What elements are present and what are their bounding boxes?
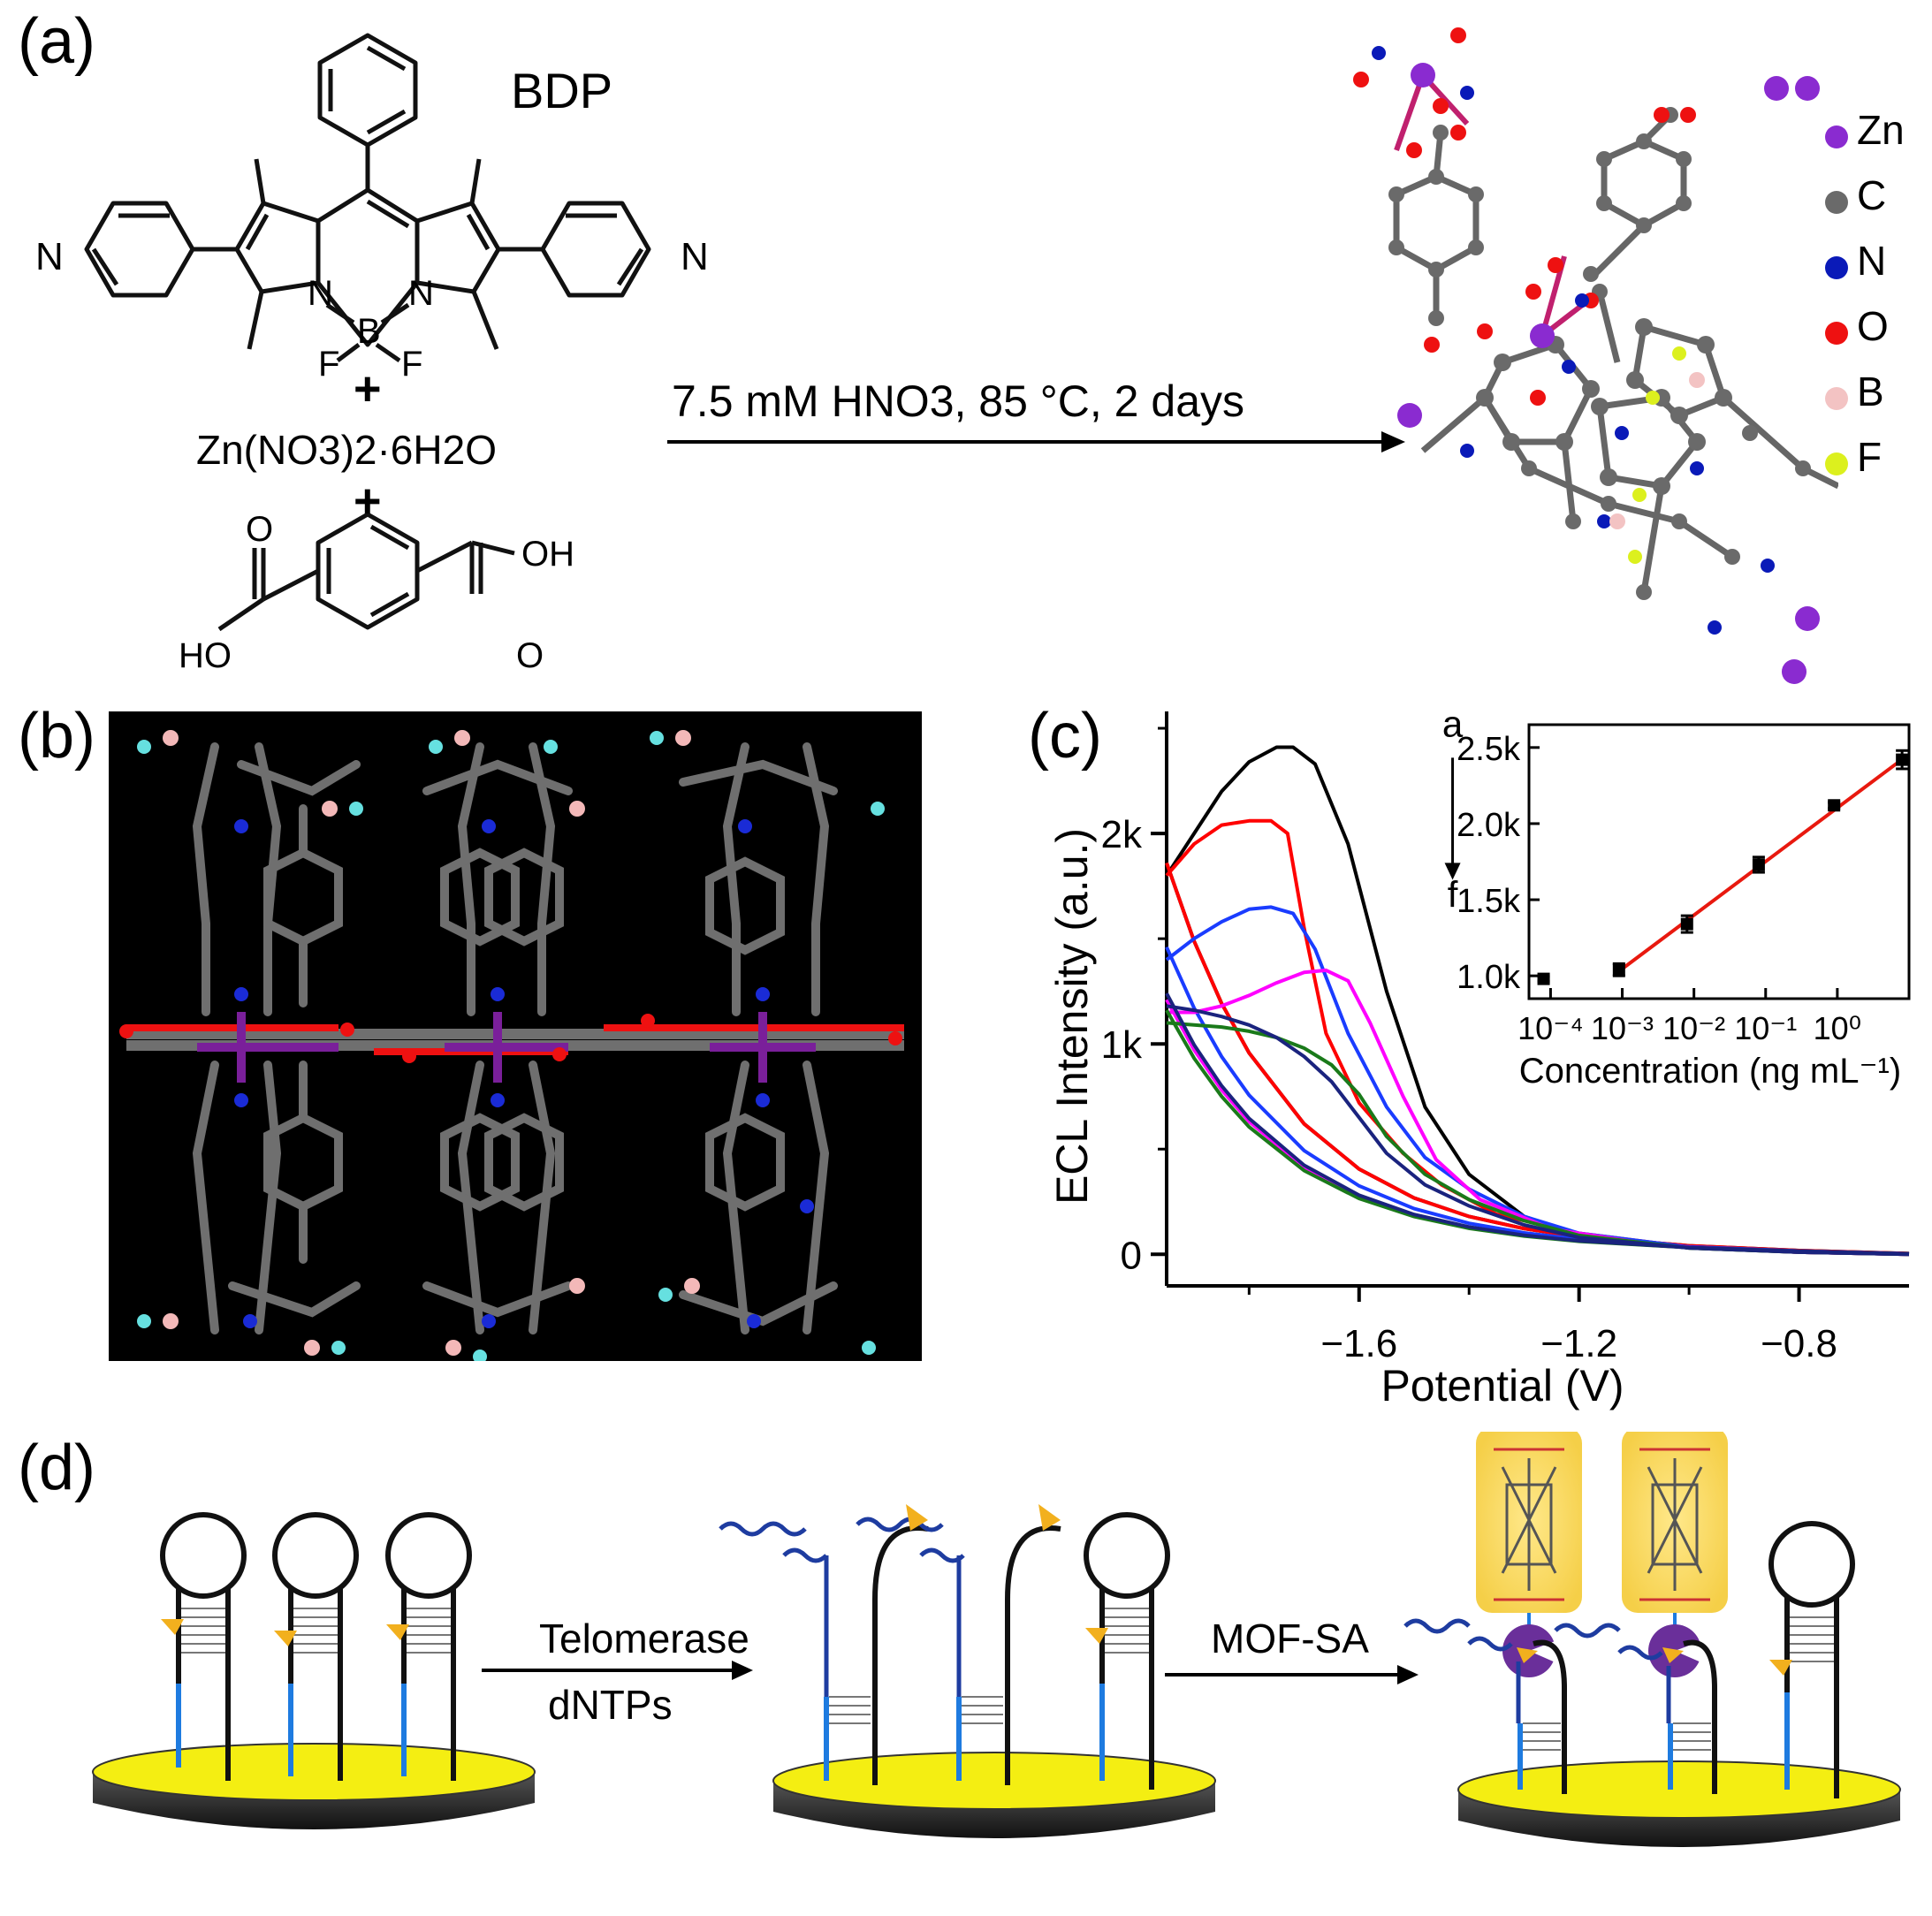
inset-x-tick-label: 10⁻² xyxy=(1662,1010,1725,1046)
atom-n-left: N xyxy=(35,235,64,278)
inset-x-tick-label: 10⁰ xyxy=(1814,1010,1861,1046)
reaction-arrow xyxy=(667,431,1405,452)
panel-c-label: (c) xyxy=(1028,701,1102,772)
legend-label-f: F xyxy=(1857,434,1883,480)
step2-arrowhead xyxy=(1397,1665,1419,1684)
step1-top-label: Telomerase xyxy=(539,1616,749,1661)
plus-2: + xyxy=(354,475,382,528)
telomere-repeats-2 xyxy=(719,1517,965,1697)
primer-strands-initial xyxy=(176,1684,407,1776)
reaction-condition: 7.5 mM HNO3, 85 °C, 2 days xyxy=(672,376,1244,426)
biotin-tags-extended xyxy=(906,1504,1108,1644)
step2-label: MOF-SA xyxy=(1211,1616,1369,1661)
panel-d-label: (d) xyxy=(18,1433,95,1503)
legend-dot-b xyxy=(1825,387,1848,410)
inset-y-tick-label: 1.5k xyxy=(1457,883,1521,920)
biotin-tags-initial xyxy=(161,1619,409,1646)
legend-item-o: O xyxy=(1825,302,1931,368)
ecl-chart: 0 1k 2k −1.6 −1.2 −0.8 Potential (V) ECL Intens… xyxy=(1047,707,1911,1410)
hairpin-probes-initial xyxy=(160,1512,472,1781)
legend-item-zn: Zn xyxy=(1825,106,1931,171)
legend-dot-f xyxy=(1825,452,1848,475)
ecl-y-tick-label: 2k xyxy=(1101,813,1143,856)
hairpin-stems-labeled xyxy=(1523,1616,1834,1751)
inset-data-point xyxy=(1752,858,1765,871)
ecl-x-axis-label: Potential (V) xyxy=(1381,1361,1624,1410)
legend-label-c: C xyxy=(1857,172,1887,218)
atom-f-right: F xyxy=(401,345,422,384)
ecl-y-tick-label: 1k xyxy=(1101,1023,1143,1067)
legend-item-b: B xyxy=(1825,368,1931,433)
inset-data-point xyxy=(1612,963,1625,977)
legend-item-c: C xyxy=(1825,171,1931,237)
ecl-return-curve-5 xyxy=(1165,1009,1910,1256)
atom-ho: HO xyxy=(179,636,232,675)
atom-b: B xyxy=(357,312,381,351)
bdp-label: BDP xyxy=(511,63,612,118)
legend-dot-n xyxy=(1825,256,1848,279)
inset-y-tick-label: 2.0k xyxy=(1457,807,1521,844)
legend-dot-o xyxy=(1825,322,1848,345)
framework-packing-image xyxy=(109,711,922,1361)
legend-item-f: F xyxy=(1825,433,1931,498)
atom-oh: OH xyxy=(521,535,574,574)
legend-dot-zn xyxy=(1825,125,1848,148)
mof-tag-2 xyxy=(1622,1432,1728,1677)
ecl-x-tick-label: −1.6 xyxy=(1320,1322,1397,1365)
curve-order-arrowhead xyxy=(1444,863,1461,880)
atom-n-core-right: N xyxy=(408,274,434,313)
inset-x-tick-label: 10⁻⁴ xyxy=(1517,1010,1584,1046)
ecl-y-tick-label: 0 xyxy=(1121,1234,1142,1277)
atom-n-core-left: N xyxy=(308,274,333,313)
atom-o-left: O xyxy=(246,510,273,549)
legend-label-b: B xyxy=(1857,369,1884,414)
inset-data-point xyxy=(1828,799,1841,812)
atom-f-left: F xyxy=(318,345,339,384)
inset-data-point xyxy=(1537,972,1550,985)
inset-x-axis-label: Concentration (ng mL⁻¹) xyxy=(1519,1052,1901,1091)
inset-x-tick-label: 10⁻¹ xyxy=(1734,1010,1797,1046)
assay-scheme: Telomerase dNTPs MOF-SA xyxy=(92,1432,1901,1847)
crystal-fragment xyxy=(1353,27,1838,684)
inset-data-point xyxy=(1680,917,1693,931)
zinc-salt: Zn(NO3)2·6H2O xyxy=(196,427,497,473)
step1-bottom-label: dNTPs xyxy=(548,1682,673,1728)
ecl-y-axis-label: ECL Intensity (a.u.) xyxy=(1047,828,1097,1205)
ecl-x-tick-label: −0.8 xyxy=(1761,1322,1837,1365)
atom-n-right: N xyxy=(681,235,709,278)
inset-y-tick-label: 2.5k xyxy=(1457,731,1521,768)
electrode-1 xyxy=(92,1743,536,1829)
primer-strands-labeled xyxy=(1517,1692,1790,1790)
telomere-repeats-3 xyxy=(1403,1618,1671,1723)
atom-o-right: O xyxy=(516,636,544,675)
curve-label-f: f xyxy=(1448,873,1458,915)
ecl-x-tick-label: −1.2 xyxy=(1540,1322,1617,1365)
inset-data-point xyxy=(1896,753,1909,766)
primer-strands-extended xyxy=(824,1684,1105,1781)
legend-label-n: N xyxy=(1857,238,1887,284)
bdp-structure: N N N N B F F O HO OH O BDP + Zn(NO3)2·6… xyxy=(35,33,709,675)
panel-a-label: (a) xyxy=(18,6,95,77)
ecl-return-curve-6 xyxy=(1165,992,1910,1256)
atom-legend: Zn C N O B F xyxy=(1825,106,1931,498)
panel-b-label: (b) xyxy=(18,701,95,772)
legend-item-n: N xyxy=(1825,237,1931,302)
legend-dot-c xyxy=(1825,191,1848,214)
inset-frame xyxy=(1527,723,1911,1000)
plus-1: + xyxy=(354,362,382,415)
inset-y-tick-label: 1.0k xyxy=(1457,959,1521,996)
curve-label-a: a xyxy=(1442,707,1464,745)
hairpin-probes-labeled xyxy=(1533,1521,1855,1798)
mof-tag-1 xyxy=(1476,1432,1582,1677)
step1-arrowhead xyxy=(732,1661,753,1680)
legend-label-o: O xyxy=(1857,303,1889,349)
legend-label-zn: Zn xyxy=(1857,107,1905,153)
hairpin-stems-initial xyxy=(181,1608,451,1654)
inset-x-tick-label: 10⁻³ xyxy=(1591,1010,1654,1046)
biotin-tag-unlabeled xyxy=(1769,1660,1792,1676)
hairpin-stems-extended xyxy=(829,1608,1149,1724)
